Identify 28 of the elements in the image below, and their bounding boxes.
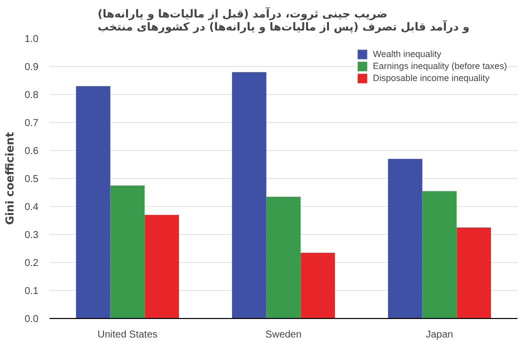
y-tick-label: 0.3 (24, 230, 39, 241)
y-tick-label: 0.6 (24, 146, 39, 157)
bar (76, 86, 110, 318)
y-tick-label: 0.7 (24, 118, 39, 129)
bar (110, 186, 145, 318)
y-tick-label: 0.9 (24, 62, 39, 73)
bar (232, 72, 266, 318)
bar (266, 196, 301, 318)
bar (300, 252, 335, 318)
bar (388, 158, 422, 318)
x-tick-label: Japan (426, 330, 454, 340)
y-tick-label: 0.5 (24, 174, 39, 185)
chart-title: ضریب جینی ثروت، درآمد (قبل از مالیات‌ها و یارانه‌ها) و درآمد قابل تصرف (پس از مالیات‌ها و یارانه‌ها) در کشورهای منتخب (98, 6, 470, 34)
bar (144, 214, 179, 318)
x-tick-label: Sweden (265, 330, 302, 340)
y-tick-label: 0.0 (24, 314, 39, 325)
y-axis-title: Gini coefficient (4, 132, 17, 225)
legend-label: Disposable income inequality (372, 72, 490, 84)
x-tick-label: United States (97, 330, 158, 340)
bar (456, 228, 491, 318)
y-tick-label: 1.0 (24, 34, 39, 45)
y-tick-label: 0.4 (24, 202, 39, 213)
legend-label: Wealth inequality (372, 48, 442, 60)
bar (422, 191, 457, 318)
legend-label: Earnings inequality (before taxes) (372, 60, 507, 72)
y-tick-label: 0.2 (24, 258, 39, 269)
y-tick-label: 0.1 (24, 286, 39, 297)
y-tick-label: 0.8 (24, 90, 39, 101)
